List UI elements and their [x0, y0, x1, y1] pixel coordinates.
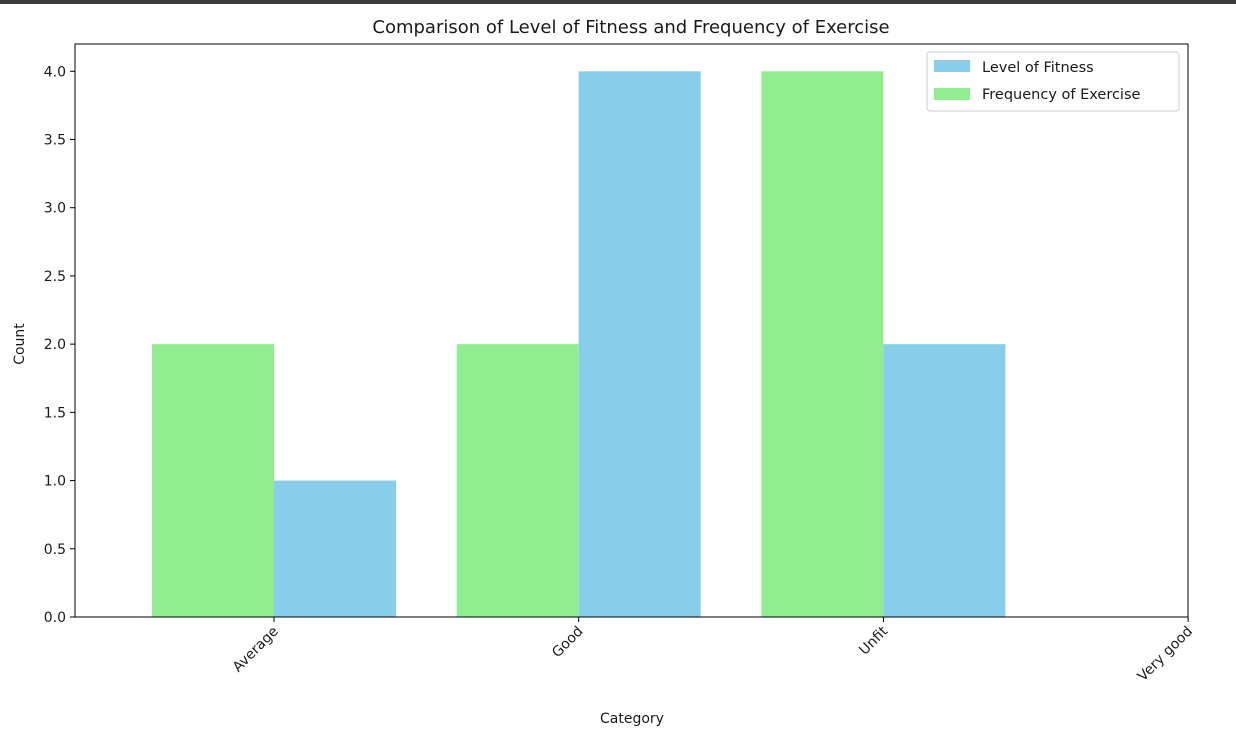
bar-frequency-of-exercise-average [152, 344, 274, 617]
bar-level-of-fitness-unfit [883, 344, 1006, 617]
y-tick-label: 1.0 [44, 474, 66, 490]
y-tick-label: 2.5 [44, 269, 66, 285]
plot-frame [74, 43, 1189, 618]
legend-label-level-of-fitness: Level of Fitness [982, 60, 1094, 76]
window-top-bar [0, 0, 1236, 4]
bar-level-of-fitness-good [578, 71, 701, 618]
x-axis: Average Good Unfit Very good [230, 617, 1196, 685]
bars-layer [152, 71, 1006, 618]
y-axis: 0.0 0.5 1.0 1.5 2.0 2.5 3.0 3.5 4.0 [44, 64, 75, 626]
legend-swatch-level-of-fitness [934, 60, 970, 72]
legend-box [926, 51, 1180, 112]
chart-title: Comparison of Level of Fitness and Frequ… [372, 17, 889, 38]
x-tick-label-average: Average [230, 624, 282, 676]
legend-label-frequency-of-exercise: Frequency of Exercise [982, 87, 1141, 103]
x-tick-label-good: Good [549, 624, 586, 661]
legend-swatch-frequency-of-exercise [934, 88, 970, 100]
x-axis-label: Category [600, 711, 664, 727]
legend: Level of Fitness Frequency of Exercise [926, 51, 1180, 112]
y-tick-label: 2.0 [44, 337, 66, 353]
bar-frequency-of-exercise-good [456, 344, 579, 617]
y-tick-label: 0.0 [44, 610, 66, 626]
y-axis-label: Count [12, 323, 28, 365]
y-tick-label: 0.5 [44, 542, 66, 558]
bar-level-of-fitness-average [274, 480, 396, 617]
y-tick-label: 3.5 [44, 133, 66, 149]
bar-frequency-of-exercise-unfit [761, 71, 884, 618]
y-tick-label: 3.0 [44, 201, 66, 217]
y-tick-label: 4.0 [44, 64, 66, 80]
x-tick-label-unfit: Unfit [856, 623, 891, 658]
y-tick-label: 1.5 [44, 405, 66, 421]
x-tick-label-very-good: Very good [1135, 624, 1196, 685]
